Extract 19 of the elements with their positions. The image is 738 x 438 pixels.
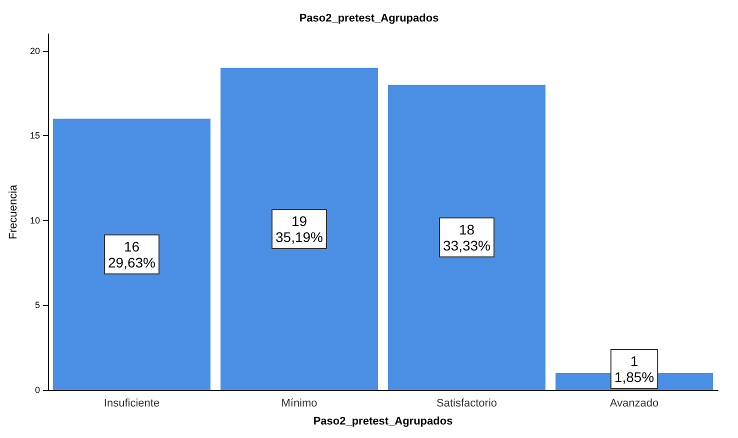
x-tick-label: Satisfactorio	[436, 398, 498, 410]
chart-title: Paso2_pretest_Agrupados	[299, 12, 439, 24]
y-tick-label: 15	[30, 130, 40, 141]
x-tick-label: Avanzado	[610, 398, 659, 410]
y-tick-label: 5	[34, 300, 40, 310]
bar	[220, 68, 378, 390]
x-tick-label: Mínimo	[281, 398, 318, 410]
y-tick-label: 20	[30, 46, 40, 56]
x-axis-title: Paso2_pretest_Agrupados	[313, 416, 453, 428]
data-label: 1 1,85%	[614, 353, 654, 385]
y-axis-title: Frecuencia	[8, 184, 20, 240]
data-label: 19 35,19%	[276, 212, 323, 245]
x-tick-label: Insuficiente	[104, 398, 160, 410]
y-tick-label: 0	[34, 385, 40, 395]
bar	[53, 118, 210, 390]
data-label: 16 29,63%	[108, 238, 156, 270]
bar	[388, 84, 546, 390]
y-tick-label: 10	[30, 215, 40, 226]
data-label: 18 33,33%	[443, 221, 490, 254]
